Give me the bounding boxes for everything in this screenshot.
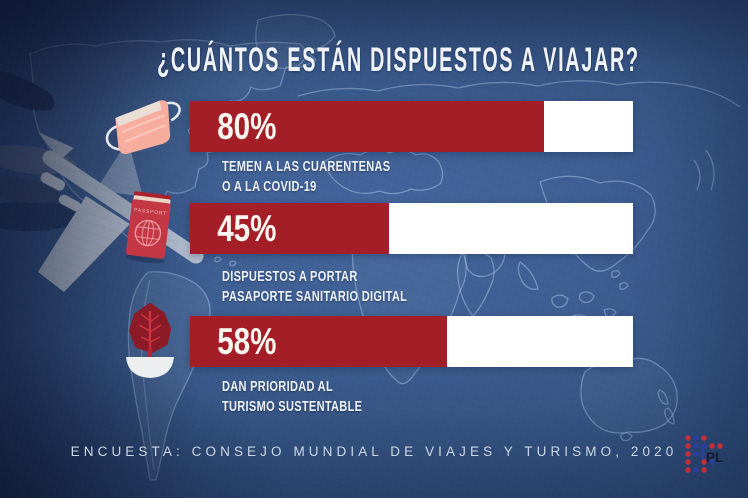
logo-text: PL — [706, 450, 723, 465]
